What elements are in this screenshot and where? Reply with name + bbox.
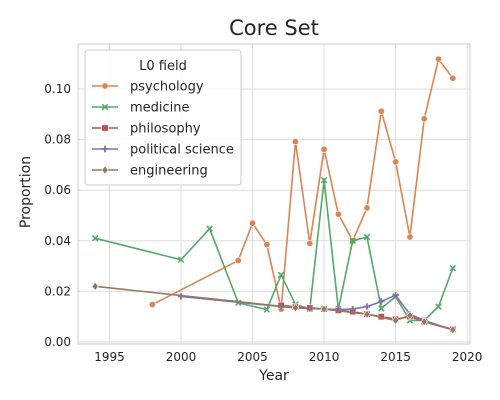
y-tick-label: 0.10 — [44, 82, 71, 96]
x-axis-label: Year — [258, 368, 289, 384]
data-point-psychology — [148, 301, 156, 309]
x-tick-label: 1995 — [94, 350, 125, 364]
series-psychology — [148, 55, 457, 313]
legend-entry-medicine: medicine — [92, 101, 190, 116]
data-point-psychology — [449, 74, 457, 82]
legend-label-medicine: medicine — [130, 101, 190, 116]
x-tick-label: 2010 — [309, 350, 340, 364]
y-tick-label: 0.04 — [44, 234, 71, 248]
series-medicine — [91, 176, 457, 324]
legend-label-engineering: engineering — [130, 164, 208, 179]
data-point-political-science — [349, 305, 356, 313]
data-point-engineering — [449, 325, 457, 335]
data-point-psychology — [291, 138, 299, 146]
y-tick-label: 0.00 — [44, 335, 71, 349]
x-tick-label: 2015 — [380, 350, 411, 364]
legend-entry-psychology: psychology — [92, 80, 204, 95]
legend-entry-philosophy: philosophy — [92, 122, 201, 137]
data-point-psychology — [392, 158, 400, 166]
data-point-medicine — [435, 303, 442, 310]
data-point-medicine — [449, 264, 457, 272]
data-point-psychology — [377, 107, 385, 115]
legend-marker-psychology — [101, 82, 109, 90]
data-point-medicine — [349, 237, 356, 245]
data-point-medicine — [378, 305, 385, 312]
y-axis-ticks: 0.00 0.02 0.04 0.06 0.08 0.10 — [44, 82, 71, 349]
plot-frame — [77, 43, 471, 345]
legend: L0 field psychology medicine philosophy pol… — [84, 49, 242, 186]
chart-title: Core Set — [229, 16, 319, 40]
data-point-psychology — [234, 257, 242, 265]
legend-entries: psychology medicine philosophy political sc… — [92, 80, 234, 179]
legend-marker-medicine — [101, 103, 109, 111]
data-point-medicine — [206, 225, 213, 232]
data-point-political-science — [378, 298, 385, 305]
y-tick-label: 0.02 — [44, 284, 71, 298]
data-point-medicine — [277, 271, 285, 279]
legend-entry-engineering: engineering — [92, 164, 208, 179]
data-point-psychology — [263, 241, 271, 249]
data-point-psychology — [406, 233, 414, 241]
legend-label-psychology: psychology — [130, 80, 204, 95]
data-point-political-science — [392, 291, 399, 299]
data-point-psychology — [363, 204, 371, 212]
data-point-psychology — [435, 55, 443, 63]
series-layer — [91, 55, 457, 335]
data-point-engineering — [363, 309, 371, 319]
data-point-engineering — [420, 317, 428, 327]
data-point-medicine — [320, 176, 328, 184]
data-point-medicine — [91, 234, 99, 242]
data-point-medicine — [263, 306, 271, 313]
data-point-medicine — [363, 233, 371, 241]
x-axis-ticks: 1995 2000 2005 2010 2015 2020 — [94, 350, 482, 364]
data-point-psychology — [320, 145, 328, 153]
data-point-psychology — [306, 239, 314, 247]
y-axis-label: Proportion — [18, 156, 34, 228]
legend-title: L0 field — [139, 59, 187, 74]
x-tick-label: 2020 — [452, 350, 483, 364]
series-line-medicine — [94, 179, 454, 322]
legend-marker-political-science — [101, 145, 109, 153]
legend-marker-philosophy — [101, 124, 109, 132]
data-point-engineering — [91, 281, 99, 291]
series-engineering — [91, 281, 457, 335]
data-point-engineering — [320, 304, 328, 314]
data-point-engineering — [392, 315, 400, 325]
y-tick-label: 0.08 — [44, 133, 71, 147]
data-point-psychology — [334, 210, 342, 218]
x-tick-label: 2000 — [166, 350, 197, 364]
data-point-engineering — [406, 310, 414, 320]
legend-label-philosophy: philosophy — [130, 122, 201, 137]
y-tick-label: 0.06 — [44, 183, 71, 197]
data-point-medicine — [177, 256, 185, 264]
legend-entry-political-science: political science — [92, 143, 234, 158]
legend-box — [84, 49, 242, 186]
data-point-political-science — [335, 306, 342, 313]
legend-label-political-science: political science — [130, 143, 234, 158]
data-point-political-science — [363, 303, 371, 310]
data-point-engineering — [291, 303, 300, 313]
data-point-psychology — [420, 115, 428, 123]
legend-marker-engineering — [101, 165, 109, 175]
data-point-psychology — [249, 219, 257, 227]
x-tick-label: 2005 — [237, 350, 268, 364]
